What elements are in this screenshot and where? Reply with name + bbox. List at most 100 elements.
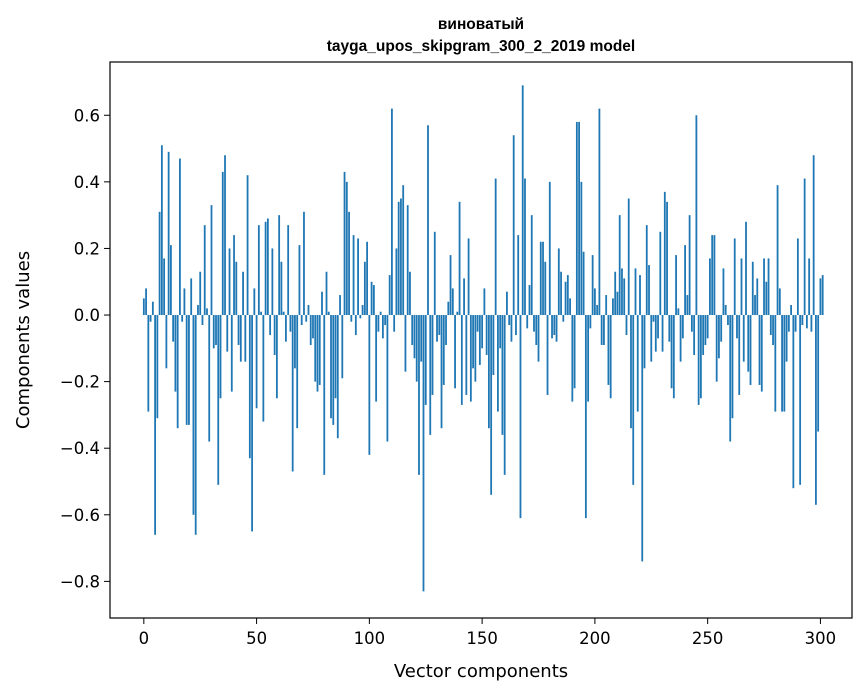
bar-92 bbox=[350, 315, 353, 322]
bar-274 bbox=[760, 315, 763, 392]
bar-127 bbox=[429, 315, 432, 435]
bar-229 bbox=[659, 231, 662, 316]
bar-206 bbox=[607, 315, 610, 385]
bar-122 bbox=[418, 315, 420, 475]
bar-245 bbox=[695, 115, 698, 316]
bar-286 bbox=[787, 315, 790, 332]
bar-285 bbox=[785, 315, 788, 362]
bar-1 bbox=[145, 288, 147, 316]
bar-195 bbox=[582, 251, 585, 316]
x-tick-label: 150 bbox=[466, 629, 498, 648]
x-tick-label: 50 bbox=[246, 629, 267, 648]
bar-110 bbox=[391, 108, 393, 316]
bar-181 bbox=[551, 315, 553, 339]
bar-153 bbox=[487, 315, 490, 429]
bar-282 bbox=[778, 288, 781, 316]
bar-130 bbox=[436, 315, 438, 342]
bar-42 bbox=[237, 315, 240, 345]
bar-200 bbox=[593, 288, 596, 316]
bar-197 bbox=[587, 315, 590, 402]
y-tick-label: 0.6 bbox=[74, 106, 100, 125]
bar-36 bbox=[224, 155, 226, 316]
bar-235 bbox=[672, 315, 675, 399]
bar-97 bbox=[361, 305, 364, 316]
bar-298 bbox=[815, 315, 817, 505]
bar-14 bbox=[174, 315, 177, 392]
y-tick-label: 0.4 bbox=[74, 173, 100, 192]
bar-30 bbox=[210, 205, 213, 316]
bar-18 bbox=[183, 288, 186, 316]
bar-219 bbox=[636, 315, 639, 412]
bar-133 bbox=[442, 315, 445, 385]
bar-288 bbox=[792, 315, 795, 489]
bar-59 bbox=[275, 315, 278, 399]
bar-165 bbox=[515, 315, 517, 336]
bar-100 bbox=[368, 315, 371, 455]
bar-301 bbox=[821, 275, 824, 316]
bar-80 bbox=[323, 315, 326, 475]
bar-134 bbox=[445, 315, 447, 345]
bar-71 bbox=[303, 211, 305, 316]
bar-228 bbox=[657, 315, 659, 339]
bar-283 bbox=[781, 315, 783, 412]
bar-297 bbox=[812, 155, 815, 316]
x-tick-label: 250 bbox=[692, 629, 724, 648]
bar-240 bbox=[684, 245, 686, 316]
y-tick-label: −0.8 bbox=[60, 572, 100, 591]
bar-174 bbox=[535, 315, 538, 345]
bar-101 bbox=[370, 281, 373, 316]
bar-167 bbox=[519, 315, 522, 519]
bar-147 bbox=[474, 315, 477, 382]
bar-234 bbox=[670, 315, 673, 389]
bar-277 bbox=[767, 258, 770, 316]
bar-198 bbox=[589, 315, 592, 329]
bar-7 bbox=[158, 211, 161, 316]
bar-95 bbox=[357, 238, 359, 316]
bar-115 bbox=[402, 185, 405, 316]
bar-213 bbox=[623, 278, 626, 316]
bar-257 bbox=[722, 268, 725, 316]
bar-215 bbox=[627, 198, 630, 316]
bar-218 bbox=[634, 268, 637, 316]
y-tick-label: −0.4 bbox=[60, 439, 100, 458]
bar-296 bbox=[810, 315, 813, 332]
bar-104 bbox=[377, 315, 380, 332]
bar-265 bbox=[740, 258, 743, 316]
bar-17 bbox=[181, 315, 184, 322]
bar-278 bbox=[769, 315, 772, 336]
bar-26 bbox=[201, 315, 204, 326]
bar-85 bbox=[334, 315, 337, 399]
bar-63 bbox=[285, 315, 287, 342]
bar-289 bbox=[794, 315, 797, 332]
bar-256 bbox=[720, 315, 723, 342]
bar-178 bbox=[544, 261, 547, 316]
bar-94 bbox=[354, 315, 357, 336]
bar-275 bbox=[763, 258, 765, 316]
bar-260 bbox=[729, 315, 732, 442]
bar-93 bbox=[352, 235, 355, 316]
bar-52 bbox=[260, 311, 262, 316]
bar-179 bbox=[546, 315, 549, 395]
bar-16 bbox=[179, 158, 181, 316]
bar-192 bbox=[575, 121, 578, 316]
bar-239 bbox=[681, 315, 684, 339]
bar-223 bbox=[645, 225, 648, 316]
bar-161 bbox=[506, 291, 508, 316]
bar-66 bbox=[291, 315, 294, 472]
bar-51 bbox=[257, 225, 260, 316]
bar-132 bbox=[440, 315, 443, 429]
bar-211 bbox=[618, 215, 621, 316]
bar-169 bbox=[524, 178, 526, 316]
bar-276 bbox=[765, 281, 768, 316]
x-tick-label: 100 bbox=[354, 629, 386, 648]
bar-287 bbox=[790, 305, 792, 316]
bar-55 bbox=[266, 218, 269, 316]
bar-28 bbox=[206, 308, 208, 316]
bar-72 bbox=[305, 315, 308, 322]
bar-183 bbox=[555, 315, 558, 342]
bar-230 bbox=[661, 315, 664, 352]
bar-233 bbox=[668, 315, 671, 342]
bar-176 bbox=[539, 241, 542, 316]
bar-251 bbox=[709, 258, 711, 316]
bar-108 bbox=[386, 315, 389, 442]
